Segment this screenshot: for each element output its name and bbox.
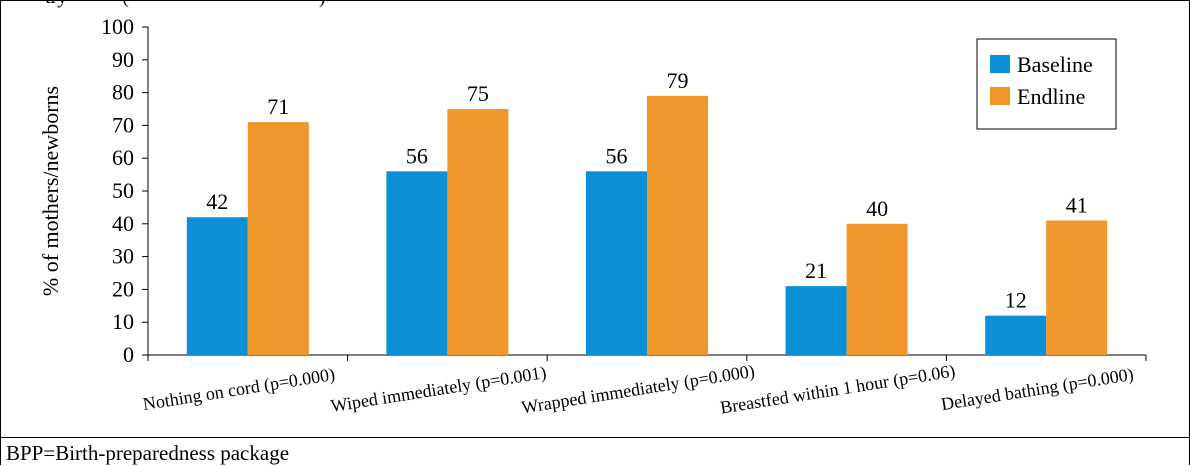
bar-baseline (785, 286, 847, 355)
y-tick-label: 0 (123, 342, 134, 367)
x-tick-label: Delayed bathing (p=0.000) (940, 364, 1135, 415)
legend-swatch-baseline (990, 55, 1010, 73)
bar-baseline (586, 171, 647, 355)
bar-endline (846, 223, 908, 355)
bar-endline (1046, 220, 1108, 355)
y-tick-label: 30 (112, 244, 134, 269)
x-tick-label: Wiped immediately (p=0.001) (329, 362, 547, 417)
y-axis-label: % of mothers/newborns (38, 86, 63, 296)
legend-label-baseline: Baseline (1017, 52, 1093, 77)
y-tick-label: 100 (101, 14, 134, 39)
bar-endline (647, 95, 708, 355)
y-tick-label: 90 (112, 47, 134, 72)
data-label-baseline: 21 (805, 258, 827, 283)
data-label-baseline: 42 (206, 189, 228, 214)
y-tick-label: 80 (112, 80, 134, 105)
x-tick-label: Breastfed within 1 hour (p=0.06) (719, 361, 957, 419)
x-tick-label: Nothing on cord (p=0.000) (141, 364, 336, 415)
data-label-baseline: 56 (606, 143, 628, 168)
legend-box (976, 38, 1117, 130)
legend-swatch-endline (990, 87, 1010, 105)
data-label-endline: 79 (667, 68, 689, 93)
data-label-endline: 75 (467, 81, 489, 106)
footnote-text: BPP=Birth-preparedness package (6, 441, 290, 465)
bar-baseline (985, 315, 1047, 355)
header-fragment: try ( ) (30, 0, 326, 9)
y-tick-label: 50 (112, 178, 134, 203)
data-label-endline: 41 (1066, 193, 1088, 218)
data-label-endline: 40 (866, 196, 888, 221)
y-tick-label: 40 (112, 211, 134, 236)
y-tick-label: 60 (112, 145, 134, 170)
bar-baseline (386, 171, 448, 355)
data-label-endline: 71 (267, 94, 289, 119)
bar-endline (247, 122, 309, 356)
y-tick-label: 20 (112, 276, 134, 301)
y-tick-label: 10 (112, 309, 134, 334)
data-label-baseline: 56 (406, 143, 428, 168)
y-tick-label: 70 (112, 112, 134, 137)
bar-endline (447, 109, 509, 355)
legend-label-endline: Endline (1017, 84, 1085, 109)
bar-baseline (186, 217, 248, 355)
data-label-baseline: 12 (1005, 288, 1027, 313)
